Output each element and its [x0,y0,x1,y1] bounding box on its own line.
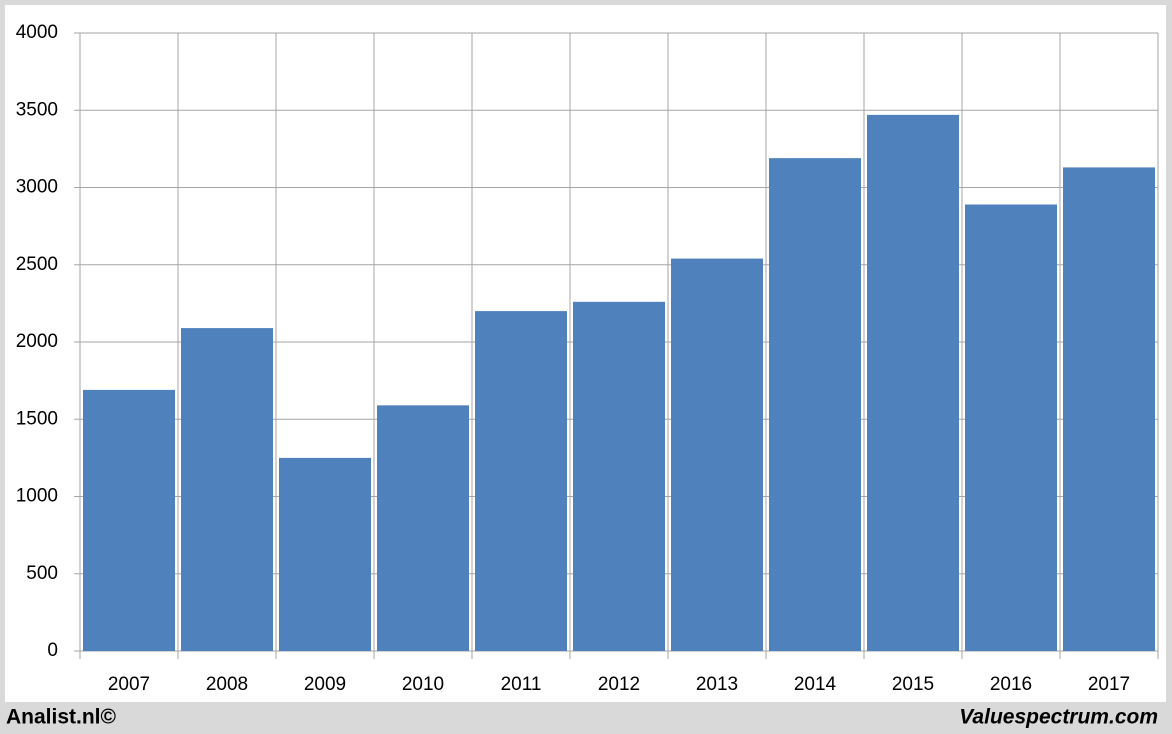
bar [279,457,371,651]
bar [573,301,665,651]
bar [867,114,959,651]
y-tick-label: 3000 [16,177,58,198]
y-tick-label: 2500 [16,254,58,275]
bar [965,204,1057,651]
bar [83,389,175,651]
x-tick-label: 2007 [108,674,150,695]
bar [769,158,861,651]
x-tick-label: 2013 [696,674,738,695]
x-tick-label: 2011 [501,674,542,695]
bar [475,311,567,651]
x-tick-label: 2012 [598,674,640,695]
y-tick-label: 0 [47,640,58,661]
y-tick-label: 1500 [16,408,58,429]
bar [181,328,273,651]
x-tick-label: 2016 [990,674,1032,695]
x-tick-label: 2009 [304,674,346,695]
footer-right: Valuespectrum.com [959,706,1158,729]
x-tick-label: 2017 [1088,674,1130,695]
y-tick-label: 4000 [16,22,58,43]
x-tick-label: 2014 [794,674,837,695]
y-tick-label: 2000 [16,331,58,352]
y-tick-label: 500 [26,563,58,584]
bar [1063,167,1155,652]
bar [377,405,469,651]
x-tick-label: 2015 [892,674,934,695]
x-tick-label: 2010 [402,674,444,695]
bar [671,258,763,651]
footer-left: Analist.nl© [6,706,117,729]
y-tick-label: 1000 [16,486,58,507]
x-tick-label: 2008 [206,674,248,695]
y-tick-label: 3500 [16,99,58,120]
